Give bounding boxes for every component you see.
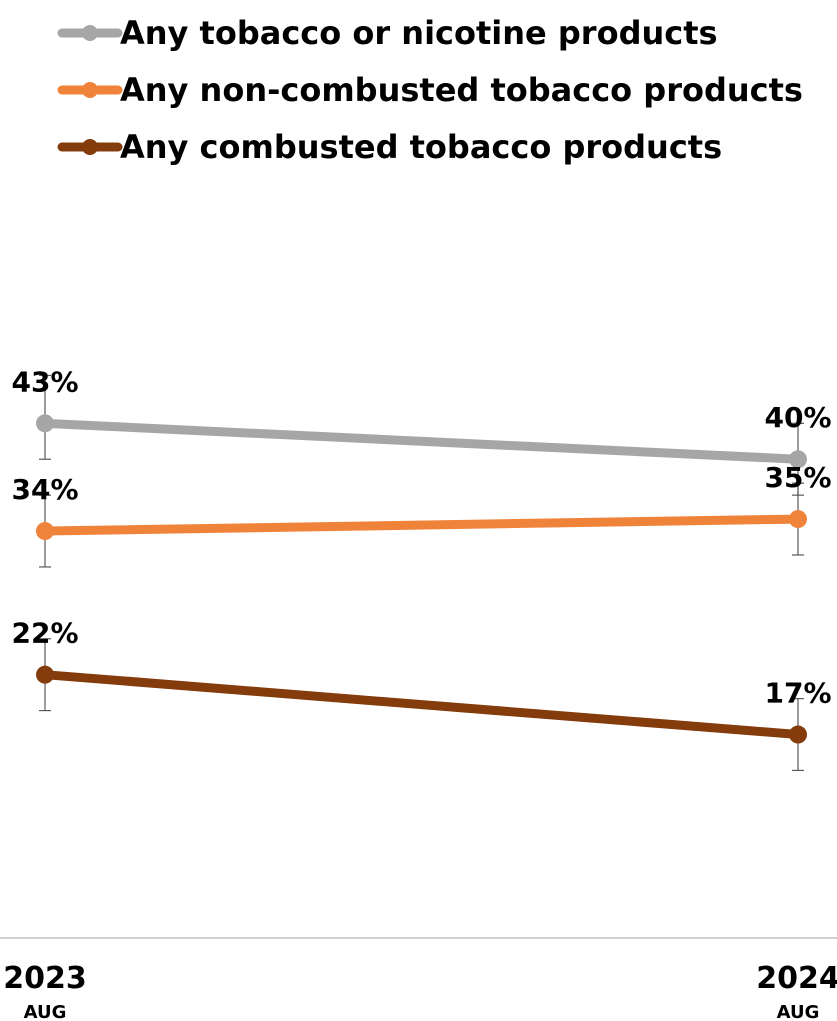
data-label: 40% [764, 401, 831, 434]
data-point [36, 414, 54, 433]
legend-swatch-marker [82, 139, 98, 155]
legend-label: Any tobacco or nicotine products [120, 14, 718, 52]
x-tick-label-year: 2024 [756, 961, 837, 996]
data-points [36, 414, 807, 744]
data-label: 43% [11, 365, 78, 398]
data-point [36, 522, 54, 541]
legend-swatch-marker [82, 25, 98, 41]
legend: Any tobacco or nicotine products Any non-… [57, 14, 803, 166]
series-line [40, 514, 803, 536]
legend-swatch-marker [82, 82, 98, 98]
series-line [40, 418, 803, 464]
x-tick-label-month: AUG [24, 1002, 67, 1021]
data-point [789, 450, 807, 469]
x-tick-label-year: 2023 [3, 961, 87, 996]
error-bars [39, 374, 804, 772]
data-label: 22% [11, 617, 78, 650]
data-label: 34% [11, 473, 78, 506]
legend-label: Any non-combusted tobacco products [120, 71, 803, 109]
series-line [40, 670, 803, 740]
legend-label: Any combusted tobacco products [120, 128, 722, 166]
series-lines [40, 418, 803, 740]
data-point [789, 725, 807, 744]
x-axis-labels: 2023 AUG 2024 AUG [3, 961, 837, 1021]
data-point [789, 510, 807, 529]
data-label: 17% [764, 677, 831, 710]
data-point [36, 665, 54, 684]
data-labels: 43% 40% 34% 35% 22% 17% [11, 365, 831, 709]
x-tick-label-month: AUG [777, 1002, 820, 1021]
data-label: 35% [764, 461, 831, 494]
